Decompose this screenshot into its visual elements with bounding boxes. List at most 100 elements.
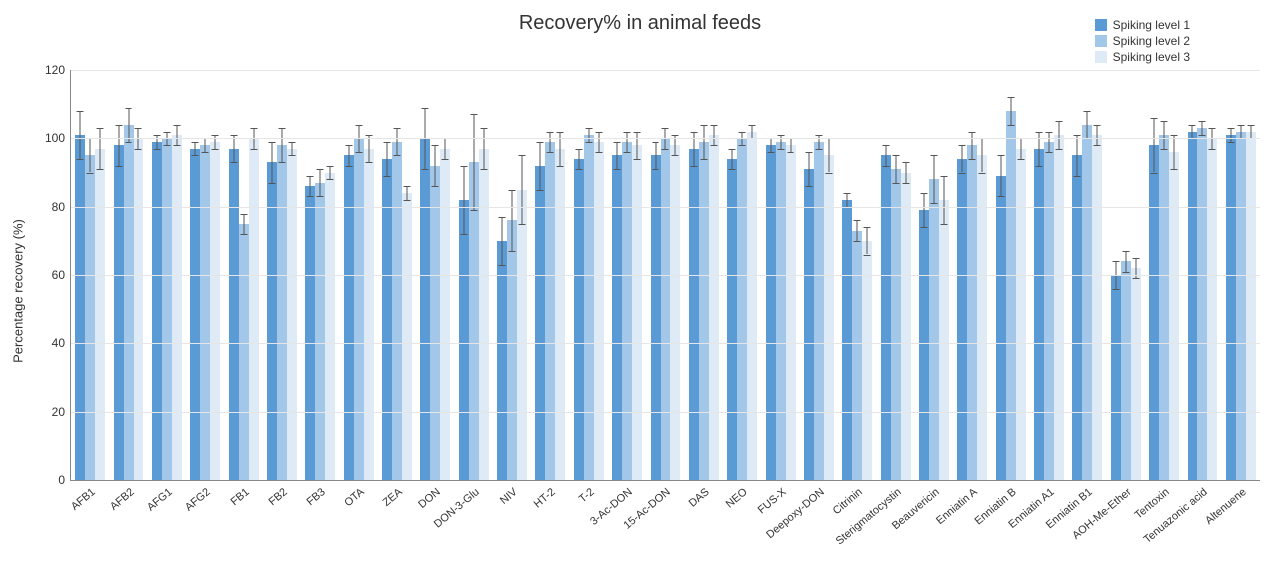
bar xyxy=(1092,135,1102,480)
error-bar xyxy=(406,186,407,200)
error-cap xyxy=(930,203,937,204)
bar xyxy=(420,138,430,480)
bar xyxy=(1207,138,1217,480)
error-cap xyxy=(997,196,1004,197)
error-cap xyxy=(499,265,506,266)
y-axis-label: Percentage recovery (%) xyxy=(11,219,26,363)
bar xyxy=(402,193,412,480)
ytick-label: 100 xyxy=(45,131,71,145)
bar xyxy=(1054,135,1064,480)
plot-area: AFB1AFB2AFG1AFG2FB1FB2FB3OTAZEADONDON-3-… xyxy=(70,70,1260,481)
bar xyxy=(1236,132,1246,481)
error-cap xyxy=(557,166,564,167)
error-cap xyxy=(509,251,516,252)
error-bar xyxy=(205,138,206,152)
error-cap xyxy=(595,132,602,133)
error-cap xyxy=(902,183,909,184)
error-cap xyxy=(892,183,899,184)
error-bar xyxy=(943,176,944,224)
error-cap xyxy=(240,234,247,235)
bar xyxy=(901,173,911,481)
error-cap xyxy=(1199,135,1206,136)
error-cap xyxy=(192,142,199,143)
error-cap xyxy=(1084,111,1091,112)
chart-title: Recovery% in animal feeds xyxy=(0,12,1280,35)
bar xyxy=(95,149,105,480)
error-cap xyxy=(844,193,851,194)
error-bar xyxy=(924,193,925,227)
error-cap xyxy=(930,155,937,156)
bar xyxy=(507,220,517,480)
error-cap xyxy=(1094,125,1101,126)
error-bar xyxy=(933,155,934,203)
error-bar xyxy=(617,142,618,169)
error-cap xyxy=(1036,132,1043,133)
error-cap xyxy=(97,169,104,170)
bar xyxy=(737,138,747,480)
error-cap xyxy=(1171,135,1178,136)
error-cap xyxy=(1189,125,1196,126)
bar xyxy=(1072,155,1082,480)
error-cap xyxy=(268,183,275,184)
error-cap xyxy=(1112,261,1119,262)
error-cap xyxy=(1017,159,1024,160)
error-bar xyxy=(578,149,579,170)
bar xyxy=(776,142,786,480)
bar xyxy=(1188,132,1198,481)
error-cap xyxy=(432,145,439,146)
error-bar xyxy=(271,142,272,183)
error-bar xyxy=(693,132,694,166)
error-bar xyxy=(1164,121,1165,148)
error-bar xyxy=(905,162,906,183)
bar xyxy=(670,145,680,480)
error-cap xyxy=(212,149,219,150)
error-cap xyxy=(153,135,160,136)
error-bar xyxy=(1000,155,1001,196)
error-cap xyxy=(729,149,736,150)
bar xyxy=(804,169,814,480)
bar xyxy=(134,138,144,480)
gridline xyxy=(71,70,1260,71)
error-cap xyxy=(480,128,487,129)
bar xyxy=(75,135,85,480)
error-bar xyxy=(310,176,311,197)
bar xyxy=(929,179,939,480)
error-cap xyxy=(1036,166,1043,167)
error-cap xyxy=(442,159,449,160)
error-bar xyxy=(808,152,809,186)
error-bar xyxy=(770,138,771,152)
error-bar xyxy=(118,125,119,166)
error-cap xyxy=(1074,135,1081,136)
error-cap xyxy=(1247,125,1254,126)
bar xyxy=(1111,275,1121,480)
bar xyxy=(287,149,297,480)
error-cap xyxy=(575,169,582,170)
error-bar xyxy=(713,125,714,146)
error-cap xyxy=(1046,132,1053,133)
bar xyxy=(152,142,162,480)
error-cap xyxy=(700,125,707,126)
error-bar xyxy=(972,132,973,159)
error-cap xyxy=(1056,121,1063,122)
error-bar xyxy=(387,142,388,176)
error-bar xyxy=(895,155,896,182)
error-cap xyxy=(547,152,554,153)
bar xyxy=(1197,128,1207,480)
bar xyxy=(277,145,287,480)
error-bar xyxy=(1202,121,1203,135)
bar xyxy=(622,142,632,480)
bar xyxy=(891,169,901,480)
bar xyxy=(392,142,402,480)
error-bar xyxy=(1097,125,1098,146)
error-bar xyxy=(320,169,321,196)
bar xyxy=(939,200,949,480)
error-cap xyxy=(499,217,506,218)
error-cap xyxy=(77,111,84,112)
error-cap xyxy=(921,227,928,228)
error-bar xyxy=(291,142,292,156)
bar xyxy=(267,162,277,480)
error-cap xyxy=(345,166,352,167)
bar xyxy=(786,145,796,480)
error-cap xyxy=(153,149,160,150)
bar xyxy=(535,166,545,480)
